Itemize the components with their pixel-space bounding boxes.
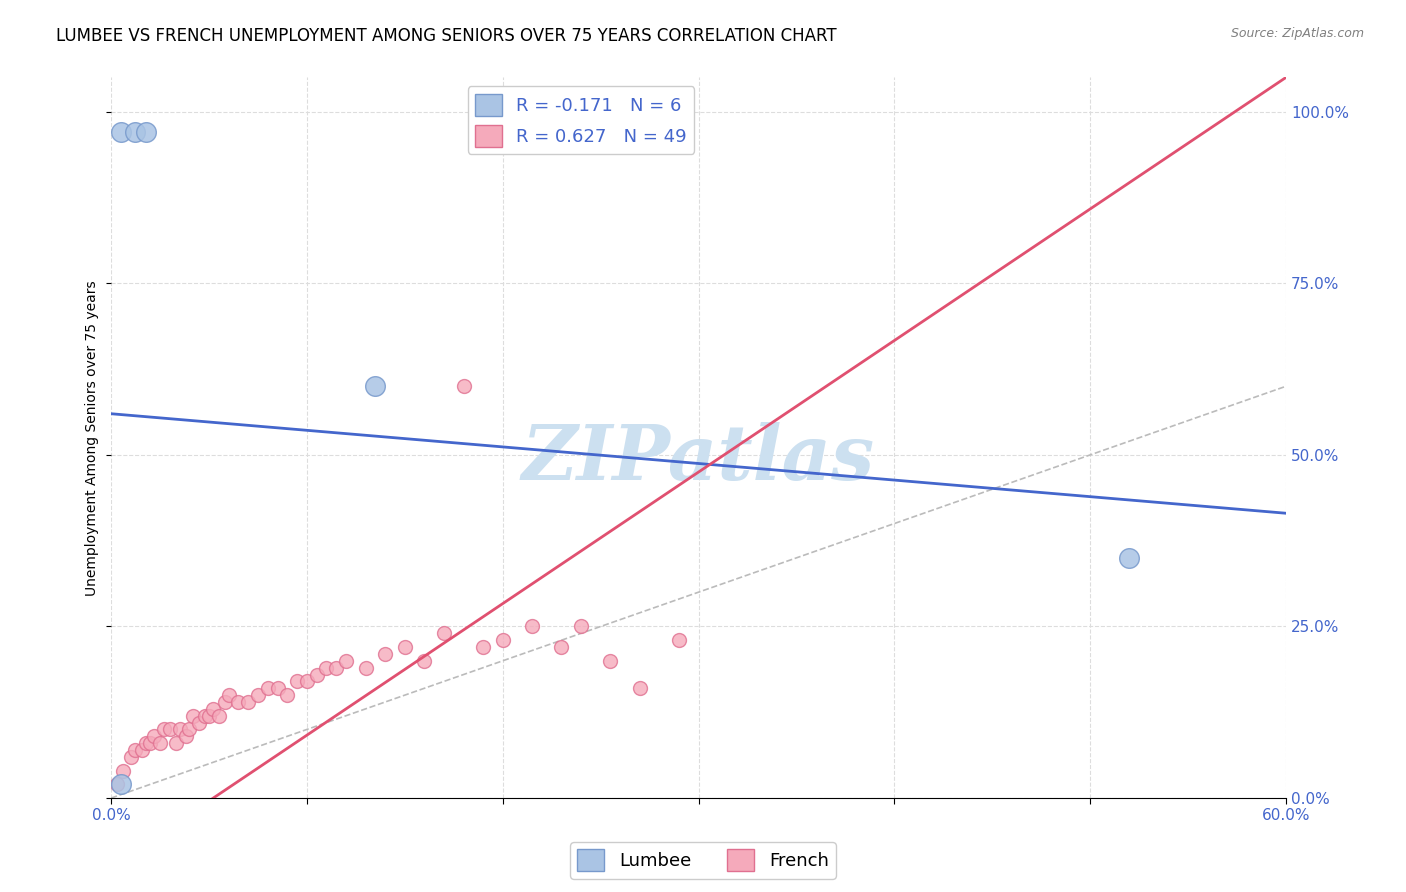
Point <box>276 688 298 702</box>
Point <box>246 688 269 702</box>
Point <box>520 619 543 633</box>
Point <box>143 729 166 743</box>
Point <box>550 640 572 654</box>
Point <box>105 777 128 791</box>
Point <box>110 777 132 791</box>
Point <box>124 743 146 757</box>
Point <box>569 619 592 633</box>
Point <box>165 736 187 750</box>
Point <box>668 633 690 648</box>
Point <box>374 647 396 661</box>
Point <box>218 688 240 702</box>
Point <box>149 736 172 750</box>
Text: ZIPatlas: ZIPatlas <box>522 423 875 496</box>
Point <box>433 626 456 640</box>
Legend: Lumbee, French: Lumbee, French <box>569 842 837 879</box>
Point <box>1118 550 1140 565</box>
Point <box>394 640 416 654</box>
Y-axis label: Unemployment Among Seniors over 75 years: Unemployment Among Seniors over 75 years <box>86 280 100 596</box>
Text: LUMBEE VS FRENCH UNEMPLOYMENT AMONG SENIORS OVER 75 YEARS CORRELATION CHART: LUMBEE VS FRENCH UNEMPLOYMENT AMONG SENI… <box>56 27 837 45</box>
Point <box>188 715 211 730</box>
Point <box>135 736 157 750</box>
Point <box>492 633 515 648</box>
Point <box>208 708 231 723</box>
Point <box>472 640 495 654</box>
Point <box>124 125 146 139</box>
Point <box>266 681 288 696</box>
Point <box>256 681 278 696</box>
Point <box>198 708 221 723</box>
Point <box>201 702 224 716</box>
Point <box>228 695 250 709</box>
Point <box>238 695 260 709</box>
Point <box>179 723 201 737</box>
Text: Source: ZipAtlas.com: Source: ZipAtlas.com <box>1230 27 1364 40</box>
Point <box>453 379 475 393</box>
Point <box>354 661 377 675</box>
Point <box>120 750 142 764</box>
Legend: R = -0.171   N = 6, R = 0.627   N = 49: R = -0.171 N = 6, R = 0.627 N = 49 <box>468 87 695 154</box>
Point <box>413 654 436 668</box>
Point <box>194 708 217 723</box>
Point <box>335 654 357 668</box>
Point <box>364 379 387 393</box>
Point <box>139 736 162 750</box>
Point <box>110 125 132 139</box>
Point <box>285 674 308 689</box>
Point <box>325 661 347 675</box>
Point <box>628 681 651 696</box>
Point <box>131 743 153 757</box>
Point <box>174 729 197 743</box>
Point <box>599 654 621 668</box>
Point <box>315 661 337 675</box>
Point <box>159 723 181 737</box>
Point <box>153 723 176 737</box>
Point <box>183 708 205 723</box>
Point <box>295 674 318 689</box>
Point <box>305 667 328 681</box>
Point <box>214 695 236 709</box>
Point <box>169 723 191 737</box>
Point <box>135 125 157 139</box>
Point <box>111 764 134 778</box>
